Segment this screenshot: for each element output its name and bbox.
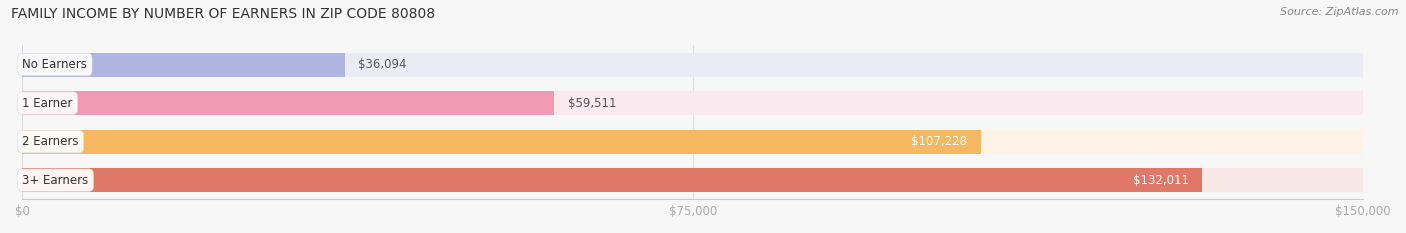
Text: $36,094: $36,094	[359, 58, 406, 71]
Bar	[22, 53, 344, 76]
Bar	[22, 130, 1364, 154]
Bar	[22, 168, 1202, 192]
Text: $132,011: $132,011	[1133, 174, 1189, 187]
Bar	[22, 91, 554, 115]
Text: $59,511: $59,511	[568, 97, 616, 110]
Bar	[22, 91, 1364, 115]
Text: $107,228: $107,228	[911, 135, 967, 148]
Text: 1 Earner: 1 Earner	[22, 97, 73, 110]
Text: FAMILY INCOME BY NUMBER OF EARNERS IN ZIP CODE 80808: FAMILY INCOME BY NUMBER OF EARNERS IN ZI…	[11, 7, 436, 21]
Bar	[22, 53, 1364, 76]
Bar	[22, 130, 981, 154]
Text: No Earners: No Earners	[22, 58, 87, 71]
Text: Source: ZipAtlas.com: Source: ZipAtlas.com	[1281, 7, 1399, 17]
Text: 3+ Earners: 3+ Earners	[22, 174, 89, 187]
Text: 2 Earners: 2 Earners	[22, 135, 79, 148]
Bar	[22, 168, 1364, 192]
